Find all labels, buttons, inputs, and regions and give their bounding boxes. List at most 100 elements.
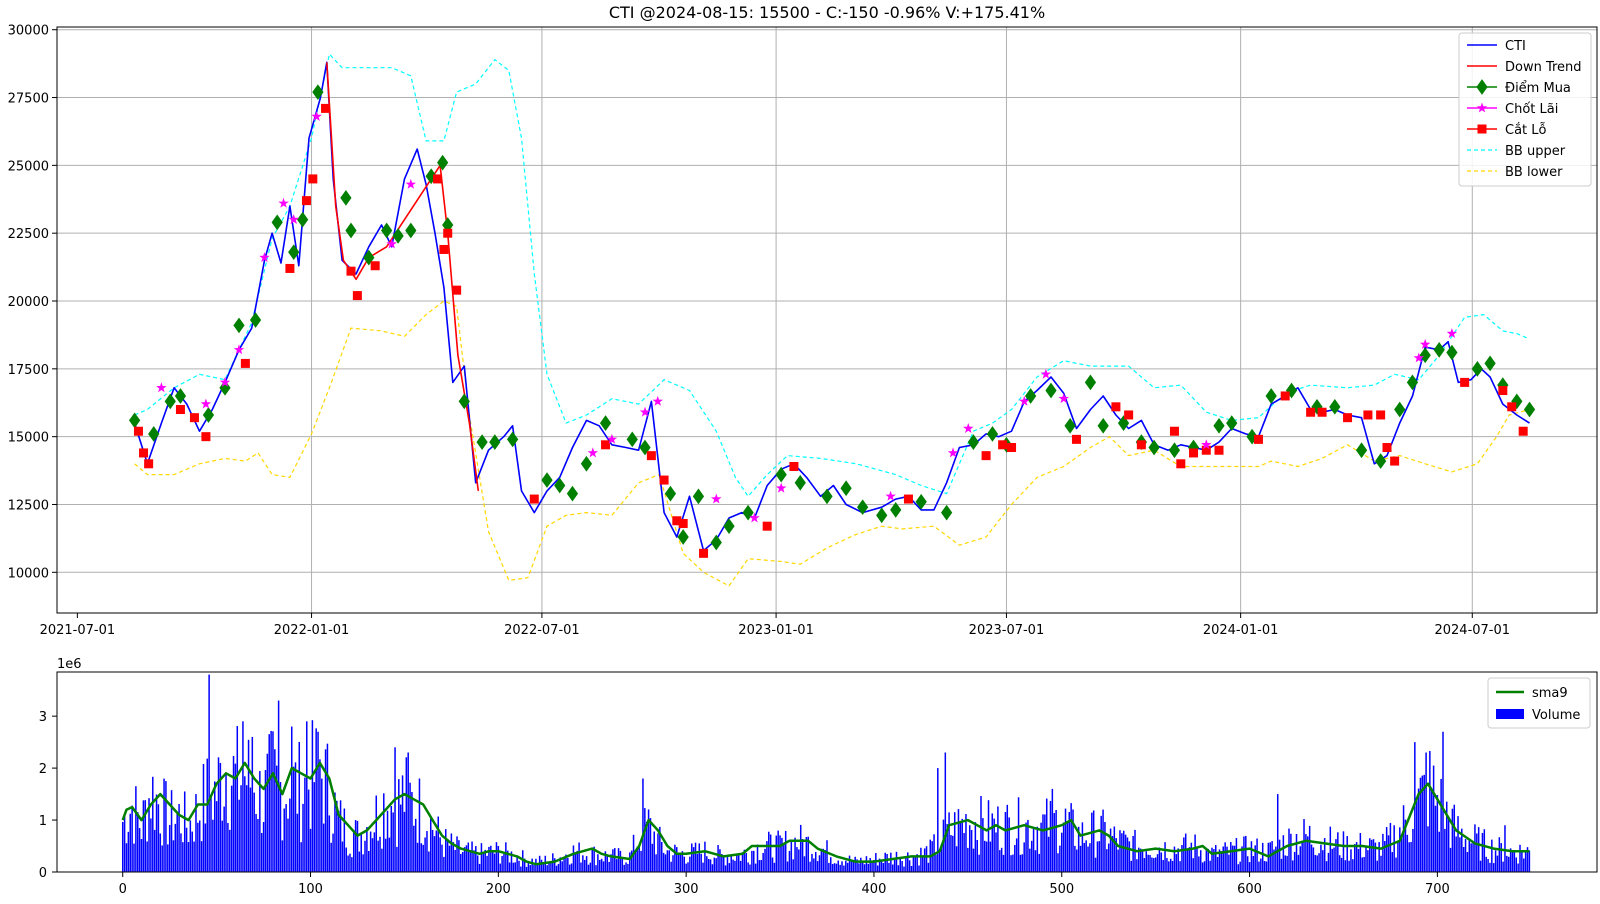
stop-loss-marker (1111, 402, 1121, 412)
volume-bar (980, 796, 982, 872)
volume-bar (837, 860, 840, 872)
volume-bar (358, 851, 361, 872)
price-x-tick-label: 2022-07-01 (504, 623, 580, 638)
volume-bar (674, 844, 676, 872)
bb-lower-line (134, 300, 1530, 587)
volume-bar (1507, 856, 1510, 872)
volume-bar (679, 852, 682, 872)
stop-loss-marker (452, 285, 462, 295)
volume-bar (946, 824, 948, 872)
volume-bar (495, 842, 498, 872)
price-y-tick-label: 27500 (8, 92, 49, 107)
volume-bar (537, 864, 539, 872)
take-profit-marker (259, 252, 270, 263)
volume-bar (150, 818, 152, 872)
buy-point-marker (164, 393, 176, 410)
volume-bar (1154, 857, 1157, 872)
volume-bar (1397, 841, 1399, 872)
volume-bar (1528, 850, 1531, 872)
volume-bar (753, 850, 755, 872)
volume-bar (259, 771, 261, 872)
volume-bar (1496, 855, 1499, 872)
volume-bar (570, 863, 573, 872)
volume-bar (403, 811, 406, 872)
stop-loss-marker (1518, 426, 1528, 436)
volume-bar (585, 856, 588, 872)
volume-bar (925, 846, 928, 872)
buy-point-marker (1375, 453, 1387, 469)
volume-bar (230, 785, 233, 872)
volume-bar (662, 852, 665, 872)
volume-bar (1288, 828, 1290, 872)
volume-bar (910, 865, 913, 872)
volume-bar (1205, 848, 1208, 872)
take-profit-marker (749, 512, 760, 523)
volume-bar (490, 845, 492, 872)
volume-y-tick-label: 1 (39, 814, 47, 829)
volume-bar (525, 866, 528, 872)
volume-bar (734, 860, 736, 872)
buy-point-marker (723, 518, 735, 535)
volume-bar (1216, 856, 1219, 872)
volume-bar (311, 720, 314, 872)
volume-bar (736, 854, 738, 872)
volume-bar (1393, 825, 1395, 872)
volume-bar (1374, 842, 1377, 872)
volume-bar (1126, 837, 1129, 872)
volume-bar (172, 840, 175, 872)
volume-plot-frame (56, 671, 1598, 873)
volume-bar (298, 741, 301, 872)
volume-bar (148, 798, 150, 872)
volume-bar (364, 840, 366, 872)
volume-bar (1091, 812, 1093, 872)
take-profit-marker (1413, 352, 1424, 363)
volume-bar (1218, 849, 1221, 872)
legend-swatch-diamond (1476, 79, 1488, 95)
volume-bar (1207, 848, 1209, 872)
volume-bar (1034, 850, 1037, 872)
stop-loss-marker (439, 244, 449, 254)
volume-bar (659, 826, 661, 872)
volume-bar (546, 865, 548, 872)
volume-bar (1085, 840, 1087, 872)
volume-bar (783, 843, 785, 872)
volume-bar (1171, 860, 1174, 872)
take-profit-marker (200, 398, 212, 409)
volume-bar (751, 850, 753, 872)
volume-bar (503, 854, 505, 872)
buy-point-marker (1446, 344, 1458, 361)
volume-bar (1089, 843, 1091, 872)
volume-bar (1036, 826, 1039, 872)
volume-bar (1038, 853, 1040, 872)
volume-bar (518, 860, 520, 872)
volume-bar (1479, 860, 1482, 872)
volume-bar (424, 837, 426, 872)
volume-bar (606, 856, 609, 872)
volume-bar (1147, 854, 1149, 872)
volume-bar (1051, 788, 1054, 872)
volume-bar (1425, 752, 1427, 872)
volume-bar (1284, 855, 1286, 872)
volume-bar (578, 842, 580, 872)
volume-bar (343, 808, 346, 872)
legend-label: Down Trend (1505, 60, 1582, 75)
volume-bar (583, 859, 586, 872)
volume-bar (1092, 810, 1095, 872)
volume-bar (700, 853, 702, 872)
volume-bar (784, 830, 787, 872)
volume-bar (1030, 840, 1033, 872)
volume-bar (168, 824, 171, 872)
volume-bar (599, 860, 601, 872)
buy-point-marker (1406, 374, 1419, 391)
volume-bar (1325, 861, 1328, 872)
volume-bar (790, 839, 793, 872)
volume-bar (131, 805, 133, 872)
volume-bar (1059, 845, 1061, 872)
volume-bar (865, 856, 868, 872)
volume-bar (1483, 829, 1486, 872)
volume-bar (1462, 847, 1465, 872)
volume-bar (510, 851, 513, 872)
volume-bar (811, 853, 813, 872)
volume-bar (356, 820, 359, 872)
volume-bar (1359, 833, 1362, 872)
